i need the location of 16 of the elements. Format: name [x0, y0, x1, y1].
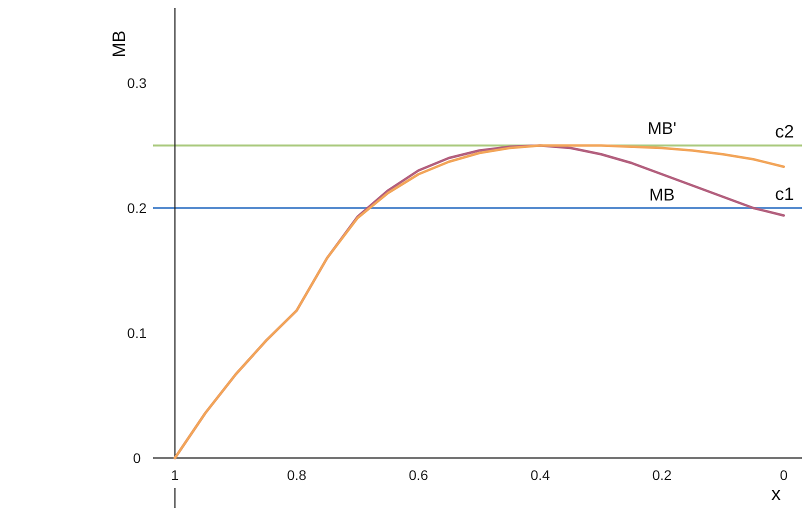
y-axis-title: MB: [108, 30, 129, 58]
x-tick-label: 0.6: [408, 467, 428, 483]
x-tick-label: 0.4: [530, 467, 550, 483]
y-tick-label: 0: [133, 450, 142, 466]
x-tick-label: 1: [171, 467, 180, 483]
x-axis-title: x: [771, 484, 782, 505]
series-label: MB': [648, 119, 676, 138]
x-tick-label: 0.8: [286, 467, 307, 483]
x-tick-label: 0.2: [652, 467, 672, 483]
series-label: MB: [649, 185, 675, 204]
ref-line-label: c2: [774, 122, 794, 142]
ref-line-label: c1: [774, 184, 794, 204]
y-tick-label: 0.1: [127, 325, 147, 341]
y-tick-label: 0.3: [127, 75, 147, 91]
x-tick-label: 0: [780, 467, 788, 483]
y-tick-label: 0.2: [127, 200, 147, 216]
